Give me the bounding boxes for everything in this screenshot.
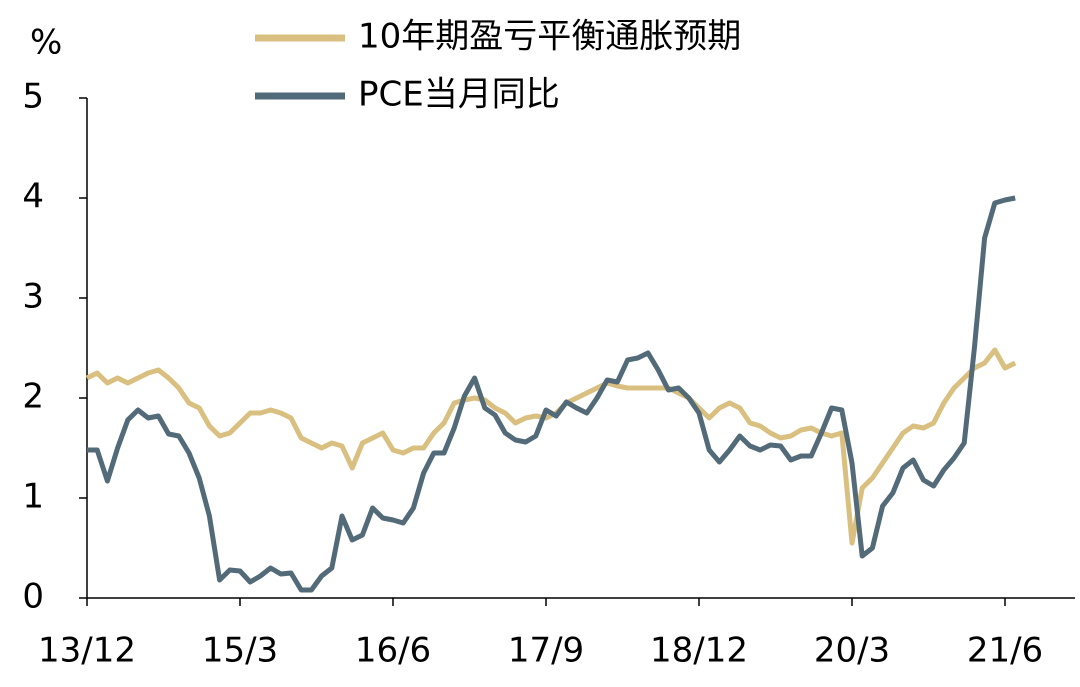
y-tick-label: 4 — [22, 177, 44, 217]
y-tick-label: 3 — [22, 277, 44, 317]
y-axis-label: % — [30, 23, 62, 63]
x-tick-label: 15/3 — [202, 631, 278, 671]
y-tick-label: 1 — [22, 477, 44, 517]
x-tick-label: 17/9 — [508, 631, 584, 671]
line-series — [87, 195, 1016, 593]
legend-label: 10年期盈亏平衡通胀预期 — [358, 17, 741, 57]
x-tick-label: 21/6 — [967, 631, 1043, 671]
y-tick-label: 0 — [22, 577, 44, 617]
x-tick-label: 13/12 — [38, 631, 136, 671]
x-tick-label: 20/3 — [814, 631, 890, 671]
y-tick-label: 2 — [22, 377, 44, 417]
legend-label: PCE当月同比 — [358, 75, 560, 115]
x-tick-label: 18/12 — [650, 631, 748, 671]
x-tick-label: 16/6 — [355, 631, 431, 671]
line-series — [85, 347, 1017, 546]
y-tick-label: 5 — [22, 77, 44, 117]
